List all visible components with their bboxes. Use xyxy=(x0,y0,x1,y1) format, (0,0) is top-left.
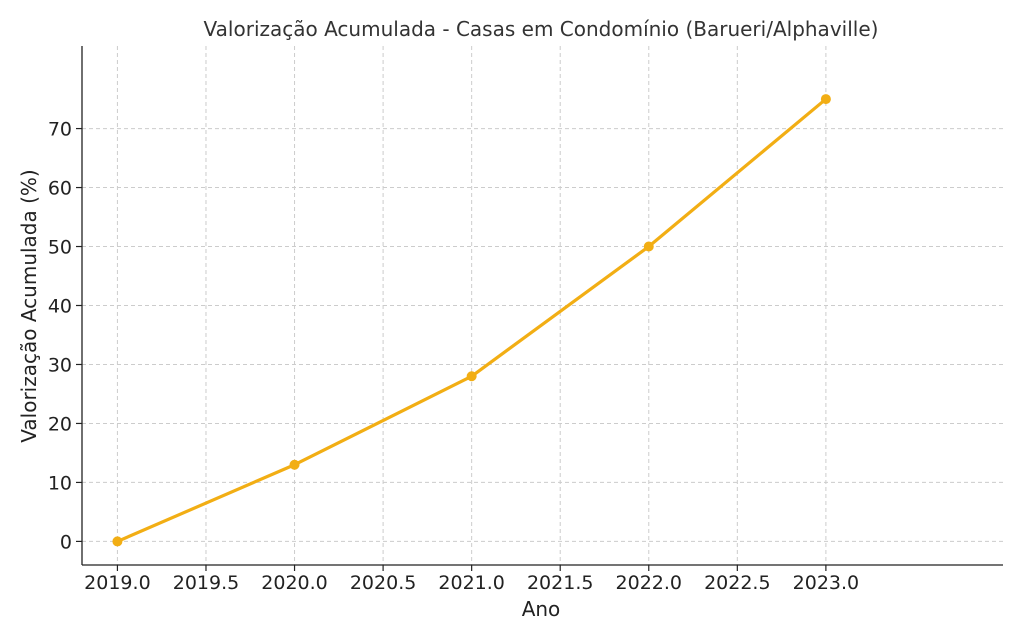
y-tick-label: 40 xyxy=(48,296,72,318)
y-tick-label: 0 xyxy=(60,531,72,553)
x-tick-label: 2022.0 xyxy=(616,572,682,594)
y-tick-label: 10 xyxy=(48,472,72,494)
y-tick-label: 60 xyxy=(48,178,72,200)
x-tick-label: 2021.0 xyxy=(438,572,504,594)
x-tick-label: 2019.0 xyxy=(84,572,150,594)
x-tick-label: 2021.5 xyxy=(527,572,593,594)
x-tick-label: 2020.0 xyxy=(261,572,327,594)
tick-labels: 2019.0 2019.5 2020.0 2020.5 2021.0 2021.5 2022… xyxy=(48,119,859,594)
data-point xyxy=(112,536,123,547)
series-layer xyxy=(112,94,831,547)
y-tick-label: 30 xyxy=(48,354,72,376)
y-tick-label: 70 xyxy=(48,119,72,141)
x-tick-label: 2019.5 xyxy=(173,572,239,594)
grid xyxy=(82,46,1003,565)
data-point xyxy=(466,371,477,382)
data-point xyxy=(820,94,831,105)
x-tick-label: 2023.0 xyxy=(793,572,859,594)
chart-title: Valorização Acumulada - Casas em Condomí… xyxy=(204,17,879,41)
axes xyxy=(76,46,1003,571)
data-point xyxy=(289,459,300,470)
y-tick-label: 20 xyxy=(48,413,72,435)
data-point xyxy=(643,241,654,252)
y-tick-label: 50 xyxy=(48,237,72,259)
y-axis-title: Valorização Acumulada (%) xyxy=(17,169,41,442)
x-axis-title: Ano xyxy=(522,597,561,621)
x-tick-label: 2022.5 xyxy=(704,572,770,594)
x-tick-label: 2020.5 xyxy=(350,572,416,594)
